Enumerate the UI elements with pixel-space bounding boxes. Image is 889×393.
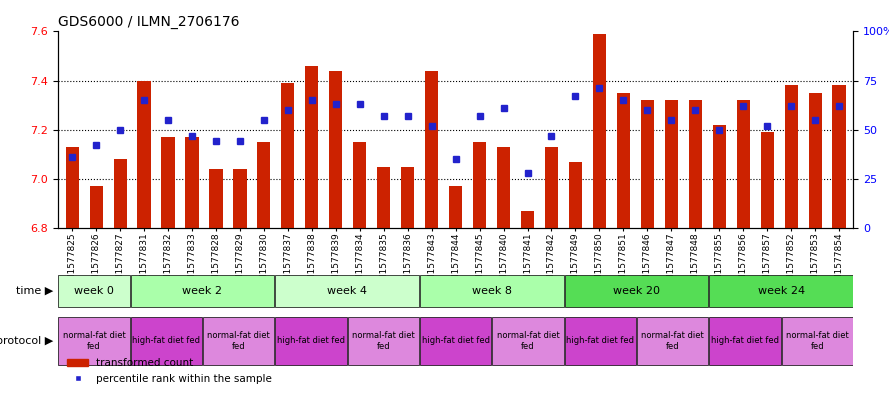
Bar [66,147,79,228]
Text: high-fat diet fed: high-fat diet fed [711,336,779,345]
Bar [281,83,294,228]
FancyBboxPatch shape [709,275,853,307]
FancyBboxPatch shape [131,275,275,307]
FancyBboxPatch shape [637,317,709,365]
FancyBboxPatch shape [59,275,130,307]
FancyBboxPatch shape [131,317,202,365]
FancyBboxPatch shape [420,275,564,307]
Text: normal-fat diet
fed: normal-fat diet fed [497,331,559,351]
FancyBboxPatch shape [276,275,419,307]
FancyBboxPatch shape [59,317,130,365]
FancyBboxPatch shape [420,317,492,365]
Text: high-fat diet fed: high-fat diet fed [566,336,634,345]
Bar [329,71,342,228]
Bar [593,34,606,228]
FancyBboxPatch shape [565,275,709,307]
Bar [713,125,725,228]
FancyBboxPatch shape [493,317,564,365]
Text: high-fat diet fed: high-fat diet fed [277,336,345,345]
Text: week 2: week 2 [182,286,222,296]
Bar [353,142,366,228]
Text: normal-fat diet
fed: normal-fat diet fed [207,331,270,351]
Bar [186,137,198,228]
Text: week 8: week 8 [472,286,512,296]
FancyBboxPatch shape [203,317,275,365]
Bar [401,167,414,228]
Text: week 24: week 24 [757,286,805,296]
Bar [665,100,678,228]
FancyBboxPatch shape [709,317,781,365]
Text: high-fat diet fed: high-fat diet fed [132,336,200,345]
Text: normal-fat diet
fed: normal-fat diet fed [62,331,125,351]
Bar [689,100,701,228]
Bar [808,93,821,228]
FancyBboxPatch shape [781,317,853,365]
Bar [521,211,534,228]
Bar [473,142,486,228]
Text: normal-fat diet
fed: normal-fat diet fed [786,331,849,351]
Bar [162,137,174,228]
Bar [210,169,222,228]
Text: week 20: week 20 [613,286,660,296]
Legend: transformed count, percentile rank within the sample: transformed count, percentile rank withi… [63,354,276,388]
Bar [737,100,749,228]
Text: week 4: week 4 [327,286,367,296]
Bar [617,93,630,228]
Text: high-fat diet fed: high-fat diet fed [421,336,490,345]
Bar [641,100,654,228]
Bar [257,142,270,228]
Text: week 0: week 0 [74,286,114,296]
FancyBboxPatch shape [565,317,636,365]
Bar [305,66,318,228]
Text: normal-fat diet
fed: normal-fat diet fed [352,331,414,351]
Text: GDS6000 / ILMN_2706176: GDS6000 / ILMN_2706176 [58,15,239,29]
Bar [497,147,510,228]
FancyBboxPatch shape [348,317,419,365]
Bar [233,169,246,228]
Text: protocol ▶: protocol ▶ [0,336,53,346]
Bar [832,86,845,228]
Bar [138,81,150,228]
Bar [784,86,797,228]
Bar [377,167,390,228]
Bar [114,159,127,228]
Bar [425,71,438,228]
Text: normal-fat diet
fed: normal-fat diet fed [641,331,704,351]
Bar [449,186,462,228]
Bar [90,186,103,228]
Bar [569,162,582,228]
Bar [761,132,773,228]
FancyBboxPatch shape [276,317,347,365]
Bar [545,147,558,228]
Text: time ▶: time ▶ [16,286,53,296]
